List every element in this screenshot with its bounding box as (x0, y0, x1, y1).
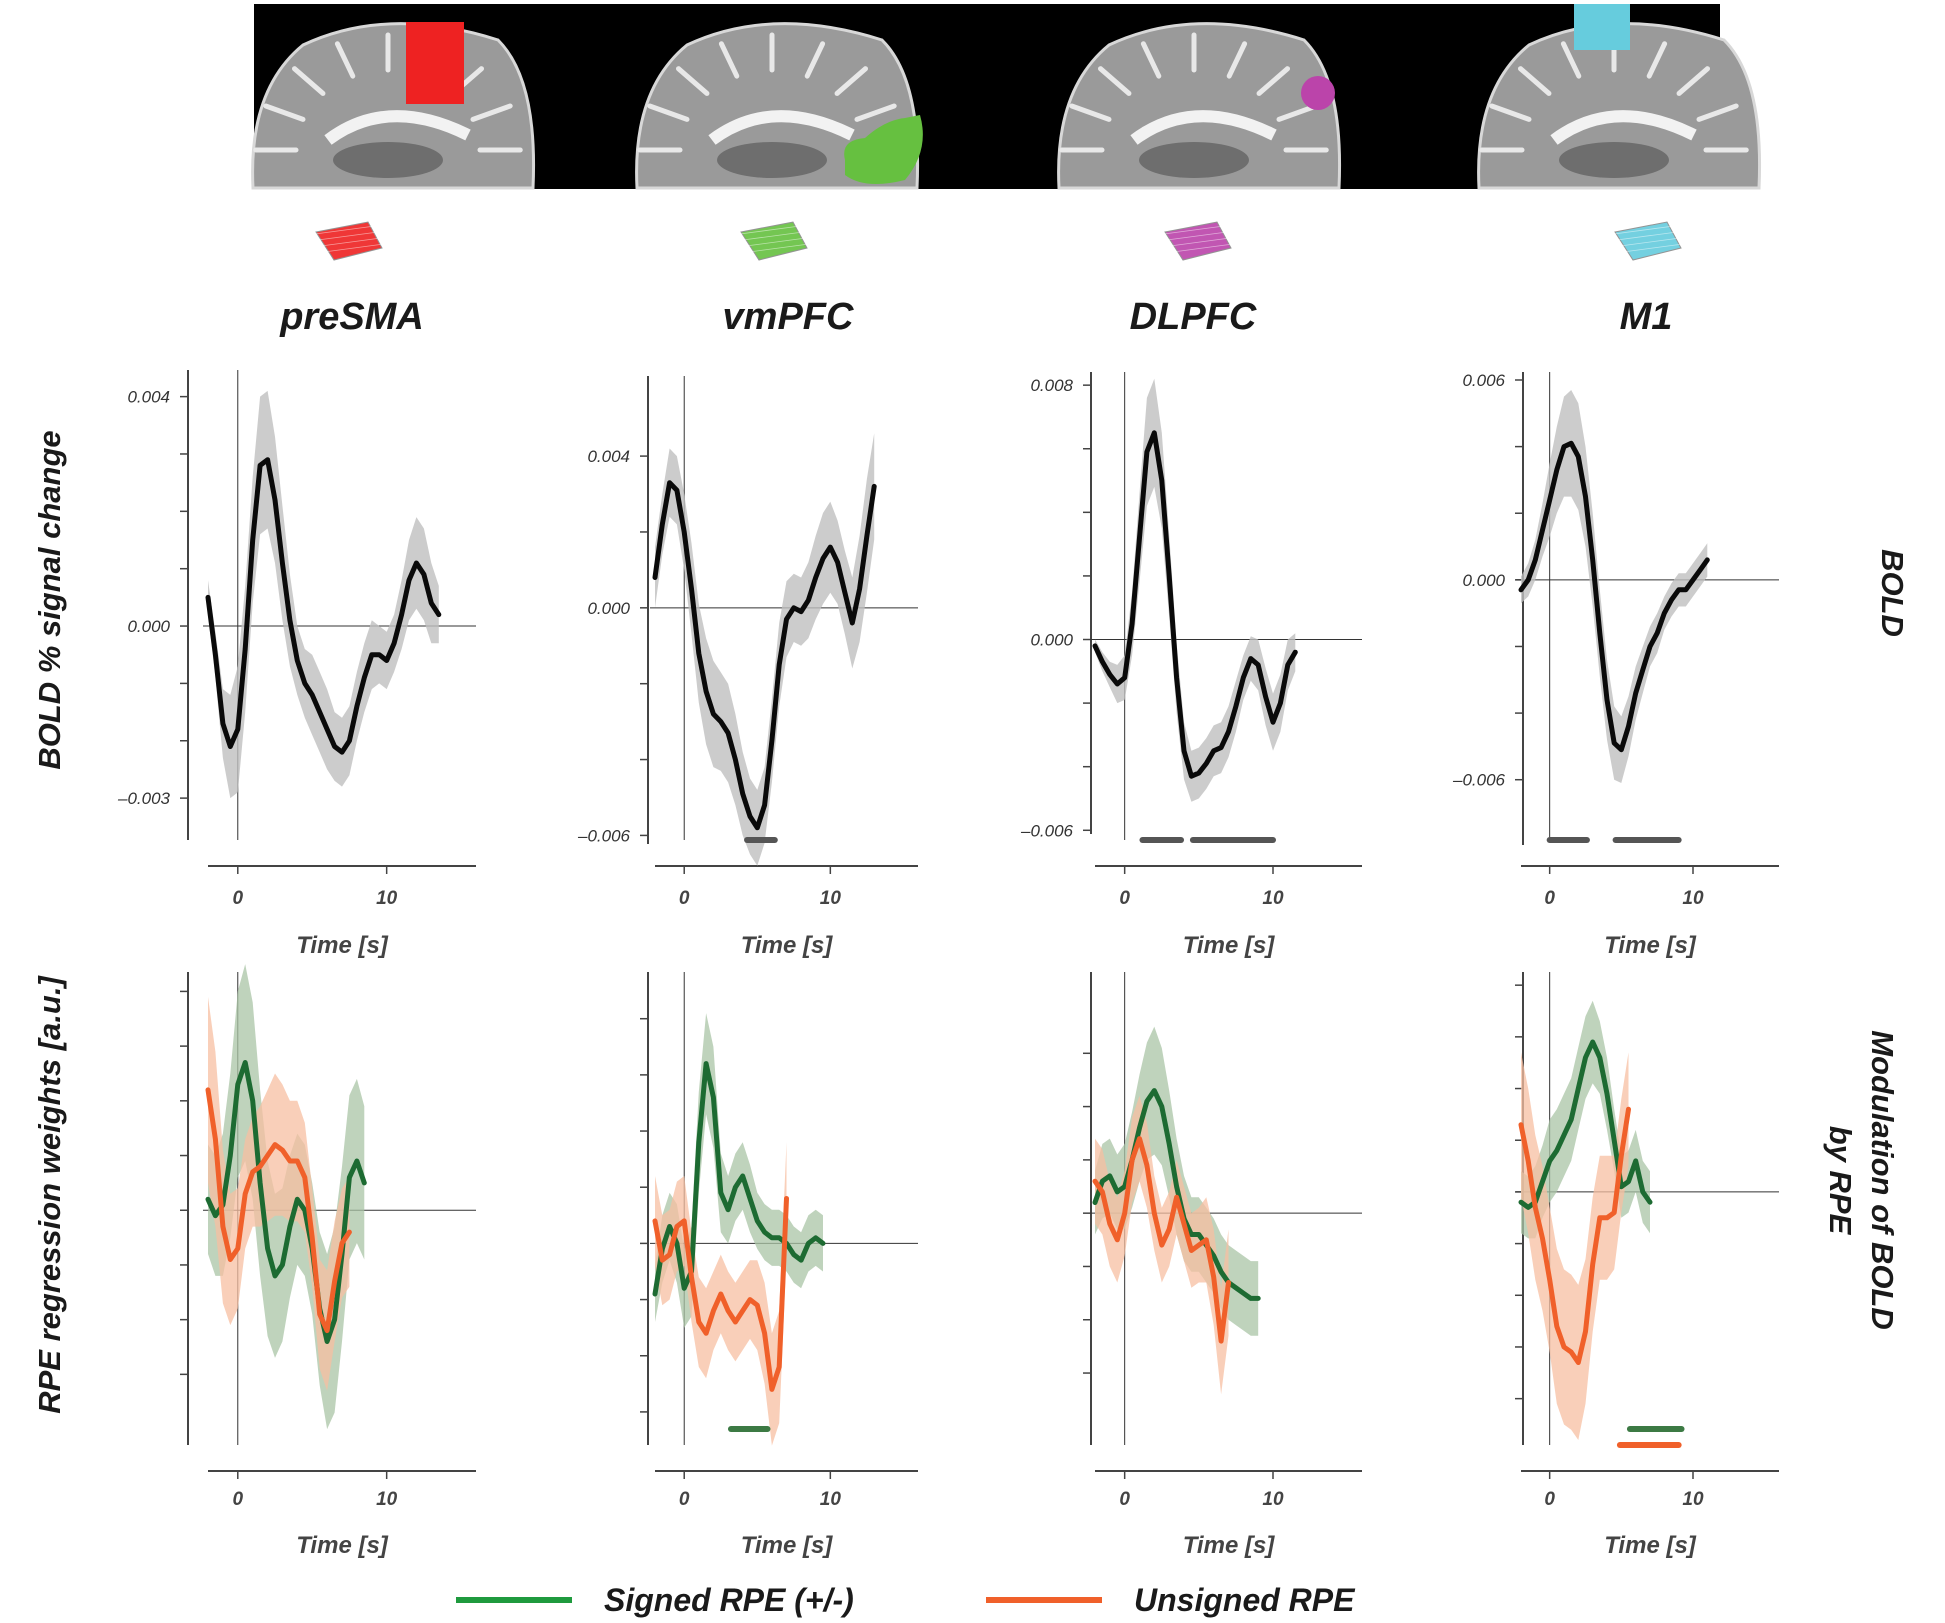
x-tick-label: 0 (679, 1489, 690, 1510)
panel-rpe-vmPFC: 0 10 Time [s] (640, 972, 918, 1559)
panel-bold-preSMA: –0.003 0.000 0.004 0 10 Time [s] (117, 370, 476, 959)
roi-render-icons (311, 219, 1684, 261)
y-axis-label-rpe: RPE regression weights [a.u.] (32, 975, 67, 1414)
x-tick-label: 10 (376, 1489, 398, 1510)
row-label-by-rpe: by RPE (1823, 1126, 1858, 1236)
row-label-modulation: Modulation of BOLD (1865, 1030, 1900, 1330)
row-label-bold: BOLD (1875, 549, 1910, 637)
x-tick-label: 10 (376, 888, 398, 909)
x-tick-label: 0 (1119, 888, 1130, 909)
panel-bold-DLPFC: –0.006 0.000 0.008 0 10 Time [s] (1020, 372, 1362, 959)
x-tick-label: 0 (1544, 1489, 1555, 1510)
roi-render-M1 (1610, 219, 1684, 261)
x-tick-label: 10 (820, 1489, 842, 1510)
unsigned-rpe-line (652, 1196, 789, 1392)
unsigned-rpe-ci-band (208, 996, 350, 1391)
x-tick-label: 10 (820, 888, 842, 909)
unsigned-rpe-line (1518, 1106, 1631, 1365)
roi-render-vmPFC (736, 219, 810, 261)
bold-mean-line (1518, 440, 1710, 753)
region-title-M1: M1 (1620, 296, 1673, 338)
x-axis-label: Time [s] (741, 1532, 834, 1559)
x-tick-label: 10 (1262, 1489, 1284, 1510)
chart-panels: –0.003 0.000 0.004 0 10 Time [s] –0.006 0.000 0.… (117, 370, 1779, 1559)
y-tick-label: –0.006 (1452, 771, 1506, 790)
unsigned-rpe-line (1092, 1136, 1231, 1344)
panel-rpe-preSMA: 0 10 Time [s] (180, 964, 476, 1559)
roi-highlight-M1 (1574, 4, 1630, 50)
x-axis-label: Time [s] (741, 932, 834, 959)
y-tick-label: 0.008 (1030, 376, 1073, 395)
legend: Signed RPE (+/-) Unsigned RPE (456, 1582, 1356, 1618)
y-tick-label: –0.003 (117, 789, 171, 808)
x-tick-label: 0 (679, 888, 690, 909)
x-tick-label: 10 (1682, 1489, 1704, 1510)
brain-slices (251, 4, 1762, 190)
bold-ci-band (655, 433, 875, 866)
panel-bold-M1: –0.006 0.000 0.006 0 10 Time [s] (1452, 371, 1779, 959)
bold-mean-line (652, 480, 877, 831)
x-axis-label: Time [s] (1183, 932, 1276, 959)
brain-slice-DLPFC (1057, 22, 1342, 190)
signed-rpe-line (1092, 1088, 1261, 1301)
panel-rpe-DLPFC: 0 10 Time [s] (1083, 972, 1362, 1559)
bold-mean-line (1092, 430, 1298, 779)
bold-ci-band (208, 390, 439, 799)
y-tick-label: –0.006 (1020, 821, 1074, 840)
bold-mean-line (205, 457, 442, 755)
roi-highlight-DLPFC (1301, 76, 1335, 110)
brain-slice-preSMA (251, 22, 536, 190)
x-tick-label: 10 (1262, 888, 1284, 909)
x-tick-label: 0 (232, 888, 243, 909)
roi-render-DLPFC (1160, 219, 1234, 261)
x-tick-label: 0 (1544, 888, 1555, 909)
y-tick-label: 0.004 (587, 447, 630, 466)
signed-rpe-line (205, 1060, 367, 1344)
x-tick-label: 0 (232, 1489, 243, 1510)
x-axis-label: Time [s] (1604, 1532, 1697, 1559)
y-tick-label: 0.000 (1030, 631, 1073, 650)
x-axis-label: Time [s] (1604, 932, 1697, 959)
y-tick-label: 0.006 (1462, 371, 1505, 390)
legend-unsigned-label: Unsigned RPE (1134, 1582, 1356, 1618)
y-tick-label: 0.000 (587, 599, 630, 618)
y-tick-label: 0.000 (127, 617, 170, 636)
signed-rpe-line (652, 1061, 826, 1297)
brain-slice-M1 (1477, 4, 1762, 190)
region-title-preSMA: preSMA (279, 296, 424, 338)
x-tick-label: 10 (1682, 888, 1704, 909)
x-axis-label: Time [s] (296, 932, 389, 959)
legend-signed-label: Signed RPE (+/-) (604, 1582, 854, 1618)
panel-bold-vmPFC: –0.006 0.000 0.004 0 10 Time [s] (577, 376, 918, 959)
signed-rpe-line (1518, 1039, 1653, 1210)
panel-rpe-M1: 0 10 Time [s] (1515, 972, 1779, 1559)
x-axis-label: Time [s] (296, 1532, 389, 1559)
brain-slice-vmPFC (635, 22, 923, 190)
unsigned-rpe-line (205, 1087, 352, 1334)
y-axis-label-bold: BOLD % signal change (32, 430, 67, 769)
roi-highlight-vmPFC (844, 115, 923, 184)
region-title-vmPFC: vmPFC (723, 296, 854, 338)
y-tick-label: 0.004 (127, 388, 170, 407)
region-title-DLPFC: DLPFC (1130, 296, 1257, 338)
bold-ci-band (1521, 390, 1708, 783)
x-tick-label: 0 (1119, 1489, 1130, 1510)
y-tick-label: –0.006 (577, 826, 631, 845)
y-tick-label: 0.000 (1462, 571, 1505, 590)
roi-render-preSMA (311, 219, 385, 261)
x-axis-label: Time [s] (1183, 1532, 1276, 1559)
roi-highlight-preSMA (406, 22, 464, 104)
signed-rpe-ci-band (655, 1013, 823, 1328)
